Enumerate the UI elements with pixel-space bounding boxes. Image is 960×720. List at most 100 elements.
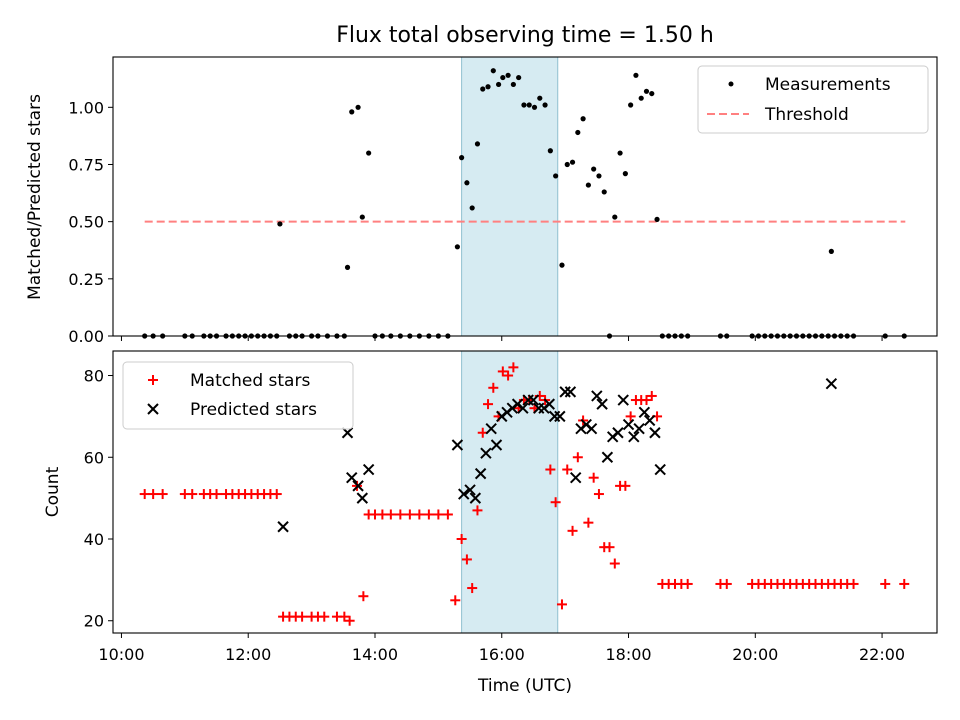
matched-star-point — [721, 578, 732, 589]
bottom-legend: Matched stars Predicted stars — [122, 361, 354, 430]
predicted-star-point — [469, 492, 482, 504]
matched-star-point — [211, 489, 222, 500]
legend-measurements-label: Measurements — [765, 75, 891, 95]
measurement-point — [464, 180, 470, 186]
measurement-point — [521, 102, 527, 108]
bottom-y-axis: 20 40 60 80 — [84, 367, 113, 631]
chart-title: Flux total observing time = 1.50 h — [336, 23, 714, 48]
matched-star-point — [625, 411, 636, 422]
measurement-point — [495, 81, 502, 88]
matched-star-point — [899, 578, 910, 589]
predicted-star-point — [596, 398, 608, 410]
matched-star-point — [461, 554, 472, 565]
matched-star-point — [377, 509, 388, 520]
measurement-point — [580, 116, 586, 122]
matched-star-point — [344, 615, 355, 626]
matched-star-point — [467, 583, 478, 594]
measurement-point — [469, 205, 475, 211]
predicted-star-point — [633, 422, 645, 435]
measurement-point — [547, 148, 553, 154]
measurement-point — [277, 221, 283, 227]
top-legend: Measurements Threshold — [697, 65, 929, 134]
predicted-star-point — [628, 431, 640, 443]
measurement-point — [591, 166, 597, 172]
matched-star-points — [139, 362, 910, 626]
matched-star-point — [187, 489, 198, 500]
predicted-star-point — [554, 410, 566, 423]
matched-star-point — [848, 578, 859, 589]
matched-star-point — [545, 464, 556, 475]
predicted-star-point — [517, 402, 529, 414]
measurement-point — [585, 182, 591, 188]
predicted-star-point — [490, 439, 503, 451]
measurement-point — [649, 90, 655, 97]
matched-star-point — [271, 489, 282, 500]
measurement-point — [526, 102, 532, 108]
predicted-star-point — [564, 386, 577, 398]
matched-star-point — [339, 611, 350, 622]
predicted-star-point — [346, 471, 358, 484]
matched-star-point — [148, 489, 159, 500]
predicted-star-point — [570, 471, 582, 484]
measurement-point — [612, 214, 618, 220]
predicted-star-point — [527, 394, 540, 406]
matched-star-point — [646, 390, 657, 401]
matched-star-point — [414, 509, 425, 520]
measurement-point — [480, 86, 486, 92]
predicted-star-point — [622, 418, 635, 431]
legend-threshold-label: Threshold — [764, 105, 849, 125]
predicted-star-point — [612, 427, 624, 439]
matched-star-point — [456, 534, 467, 544]
predicted-star-point — [649, 427, 661, 439]
bottom-x-tick-label: 20:00 — [732, 645, 778, 664]
measurement-point — [366, 150, 372, 156]
predicted-star-point — [591, 390, 603, 402]
predicted-star-point — [601, 451, 614, 463]
bottom-x-tick-label: 12:00 — [225, 645, 271, 664]
measurement-point — [459, 155, 465, 161]
measurement-point — [638, 95, 644, 101]
matched-star-point — [567, 525, 578, 536]
predicted-star-point — [585, 422, 598, 435]
measurement-point — [559, 262, 565, 268]
predicted-star-point — [458, 488, 470, 500]
matched-star-point — [404, 509, 415, 520]
predicted-star-point — [617, 394, 629, 406]
matched-star-point — [157, 489, 168, 500]
measurement-point — [564, 161, 570, 168]
predicted-star-point — [643, 414, 656, 427]
top-y-tick-label: 0.00 — [68, 327, 104, 346]
matched-star-point — [583, 517, 594, 528]
measurement-point — [355, 104, 361, 110]
measurement-point — [643, 88, 650, 94]
bottom-y-tick-label: 40 — [84, 530, 104, 549]
bottom-legend-box — [122, 361, 354, 430]
bottom-x-tick-label: 14:00 — [352, 645, 398, 664]
bottom-y-tick-label: 20 — [84, 612, 104, 631]
matched-star-point — [497, 366, 508, 377]
matched-star-point — [297, 611, 308, 622]
measurement-point — [359, 214, 365, 220]
measurement-point — [490, 68, 496, 74]
matched-star-point — [593, 489, 604, 500]
top-y-tick-label: 0.75 — [68, 155, 104, 174]
predicted-star-point — [654, 463, 666, 476]
measurement-point — [828, 248, 834, 254]
measurement-point — [510, 81, 516, 88]
measurement-point — [654, 216, 660, 222]
top-y-tick-label: 1.00 — [68, 98, 104, 117]
matched-star-point — [385, 509, 396, 520]
bottom-x-tick-label: 18:00 — [605, 645, 651, 664]
predicted-star-points — [277, 377, 838, 533]
measurement-point — [569, 159, 576, 165]
measurement-point — [601, 189, 607, 195]
measurement-point — [454, 244, 460, 250]
measurement-point — [531, 104, 538, 110]
top-y-axis-label: Matched/Predicted stars — [25, 94, 45, 300]
measurement-point — [537, 95, 543, 101]
measurement-point — [500, 74, 506, 81]
measurement-point — [505, 72, 511, 78]
matched-star-point — [358, 591, 369, 602]
predicted-star-point — [362, 463, 375, 476]
